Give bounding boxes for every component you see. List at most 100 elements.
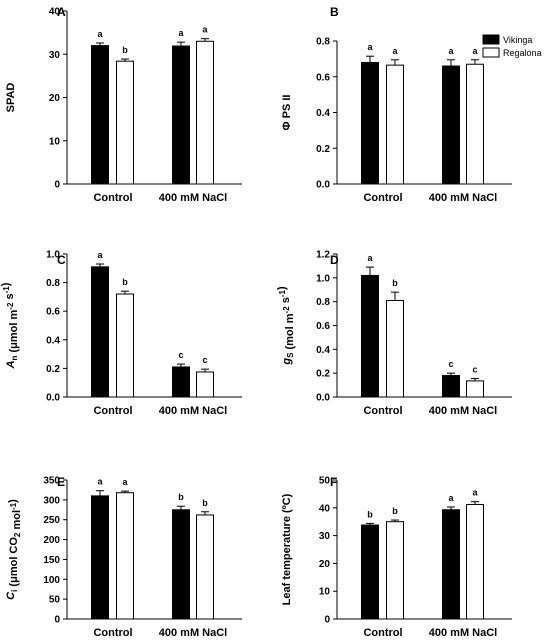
y-tick-label: 30 <box>319 531 331 542</box>
y-tick-label: 30 <box>49 50 61 61</box>
significance-letter: c <box>202 355 207 365</box>
bar-vikinga <box>442 65 460 185</box>
bar-regalona <box>466 503 484 620</box>
y-tick-label: 1.0 <box>316 273 330 284</box>
panel-b: 0.0 0.2 0.4 0.6 0.8 Control 400 mM NaCl B Φ PS I… <box>281 5 542 204</box>
panel-letter: B <box>330 5 339 19</box>
y-tick-label: 0.0 <box>46 393 60 404</box>
y-tick-label: 150 <box>43 555 60 566</box>
bar-regalona <box>116 60 134 185</box>
y-tick-label: 100 <box>43 575 60 586</box>
significance-letter: b <box>367 509 373 519</box>
y-tick-label: 0 <box>324 615 330 626</box>
bar-vikinga <box>172 509 190 620</box>
x-category-label: Control <box>363 627 402 639</box>
significance-letter: a <box>472 488 478 498</box>
panel-letter: D <box>330 253 339 267</box>
y-tick-label: 350 <box>43 476 60 487</box>
y-tick-label: 250 <box>43 515 60 526</box>
panel-letter: C <box>57 253 66 267</box>
significance-letter: a <box>448 493 454 503</box>
y-tick-label: 0.4 <box>46 335 60 346</box>
significance-letter: a <box>472 46 478 56</box>
significance-letter: a <box>367 253 373 263</box>
legend-swatch <box>482 34 500 45</box>
significance-letter: b <box>392 506 398 516</box>
legend-label: Regalona <box>503 48 542 58</box>
y-tick-label: 10 <box>49 136 61 147</box>
y-tick-label: 20 <box>49 93 61 104</box>
y-tick-label: 40 <box>49 7 61 18</box>
y-axis-title: Φ PS II <box>281 95 293 131</box>
bar-regalona <box>386 521 404 620</box>
panel-e: 0 50 100 150 200 250 300 350 Control 400 mM NaCl E… <box>5 475 242 639</box>
significance-letter: a <box>97 250 103 260</box>
bar-regalona <box>386 299 404 398</box>
y-tick-label: 0.0 <box>316 393 330 404</box>
y-tick-label: 50 <box>319 476 331 487</box>
x-category-label: 400 mM NaCl <box>159 192 227 204</box>
bar-vikinga <box>172 45 190 185</box>
legend-label: Vikinga <box>503 35 532 45</box>
y-tick-label: 40 <box>319 503 331 514</box>
y-tick-label: 0 <box>54 615 60 626</box>
significance-letter: b <box>122 277 128 287</box>
x-category-label: 400 mM NaCl <box>429 405 497 417</box>
significance-letter: a <box>178 28 184 38</box>
significance-letter: c <box>472 365 477 375</box>
significance-letter: b <box>392 278 398 288</box>
significance-letter: b <box>122 45 128 55</box>
bar-regalona <box>466 63 484 185</box>
y-tick-label: 0.0 <box>316 180 330 191</box>
panel-d: 0.0 0.2 0.4 0.6 0.8 1.0 1.2 Control 400 mM NaCl D… <box>276 250 512 417</box>
bar-regalona <box>196 40 214 185</box>
bar-vikinga <box>442 509 460 620</box>
panel-c: 0.0 0.2 0.4 0.6 0.8 1.0 Control 400 mM NaCl C An … <box>0 250 242 417</box>
significance-letter: b <box>178 492 184 502</box>
y-axis-title: An (μmol m-2 s-1) <box>0 282 20 369</box>
panel-letter: F <box>330 475 337 489</box>
bar-regalona <box>196 371 214 398</box>
significance-letter: c <box>178 350 183 360</box>
significance-letter: c <box>448 359 453 369</box>
x-category-label: Control <box>363 192 402 204</box>
legend: Vikinga Regalona <box>482 34 542 58</box>
bar-vikinga <box>172 366 190 398</box>
y-tick-label: 0.6 <box>316 321 330 332</box>
bar-regalona <box>196 514 214 620</box>
y-tick-label: 50 <box>49 595 61 606</box>
significance-letter: a <box>97 477 103 487</box>
x-category-label: 400 mM NaCl <box>429 192 497 204</box>
y-axis-title: Ci (μmol CO2 mol-1) <box>5 499 23 600</box>
bar-vikinga <box>91 495 109 620</box>
y-tick-label: 0.2 <box>316 369 330 380</box>
bar-regalona <box>386 64 404 185</box>
bar-vikinga <box>91 266 109 398</box>
y-tick-label: 0 <box>54 180 60 191</box>
y-axis-title: SPAD <box>5 83 17 113</box>
y-tick-label: 0.8 <box>316 37 330 48</box>
panel-letter: A <box>57 5 66 19</box>
bar-regalona <box>466 380 484 398</box>
y-tick-label: 0.2 <box>46 364 60 375</box>
x-category-label: 400 mM NaCl <box>429 627 497 639</box>
significance-letter: a <box>122 477 128 487</box>
x-category-label: 400 mM NaCl <box>159 405 227 417</box>
panel-letter: E <box>57 475 65 489</box>
significance-letter: a <box>97 29 103 39</box>
y-tick-label: 0.8 <box>316 297 330 308</box>
y-tick-label: 1.2 <box>316 250 330 261</box>
significance-letter: b <box>202 498 208 508</box>
x-category-label: Control <box>93 192 132 204</box>
bar-regalona <box>116 492 134 620</box>
y-tick-label: 0.2 <box>316 144 330 155</box>
bar-regalona <box>116 293 134 398</box>
x-category-label: Control <box>363 405 402 417</box>
y-tick-label: 200 <box>43 535 60 546</box>
y-axis-title: gS (mol m-2 s-1) <box>276 286 296 366</box>
y-tick-label: 10 <box>319 587 331 598</box>
significance-letter: a <box>202 25 208 35</box>
y-tick-label: 0.4 <box>316 345 330 356</box>
bar-vikinga <box>361 524 379 620</box>
